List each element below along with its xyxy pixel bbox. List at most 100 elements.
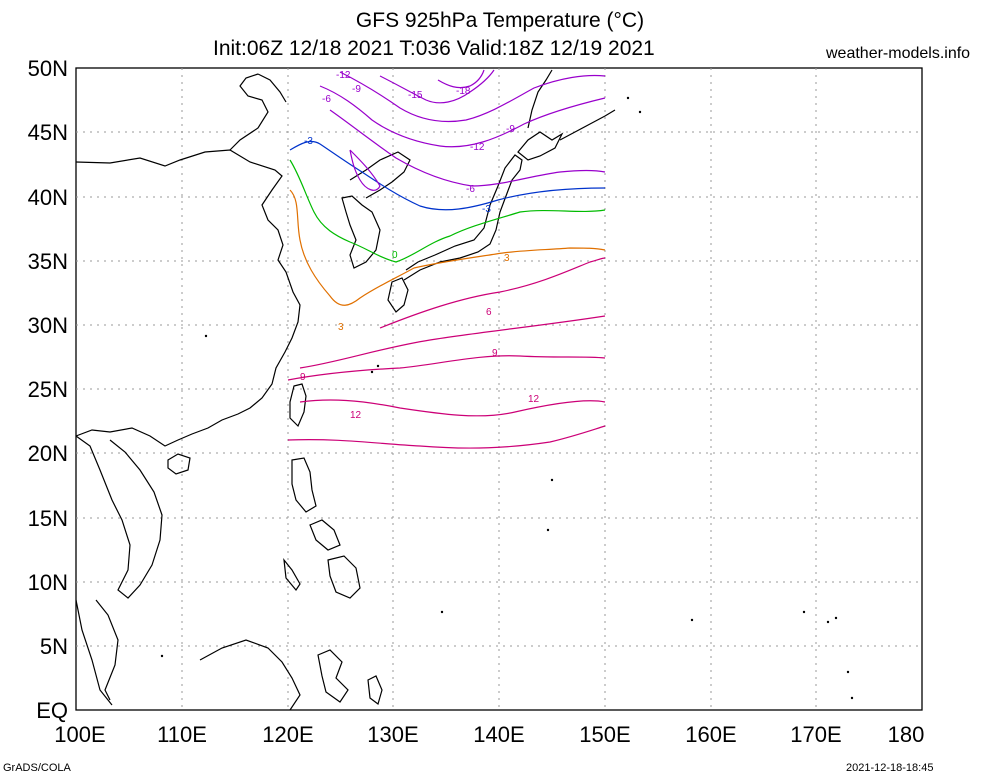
contour-minus15	[379, 69, 495, 104]
contour-label: 12	[528, 394, 540, 405]
lon-label-120e: 120E	[262, 722, 313, 747]
island-visayas	[309, 519, 341, 551]
island-luzon	[291, 457, 317, 513]
coast-bohai	[229, 73, 269, 151]
island-shikoku-honshu	[403, 154, 523, 281]
lon-label-150e: 150E	[579, 722, 630, 747]
contour-label: 6	[486, 307, 492, 318]
island-dot	[826, 620, 830, 624]
island-dot	[370, 370, 374, 374]
island-mindanao	[327, 555, 361, 599]
coast-malaya	[75, 599, 113, 706]
lon-label-170e: 170E	[790, 722, 841, 747]
contour-label: -3	[482, 204, 491, 215]
lat-label-35n: 35N	[28, 249, 68, 274]
island-hokkaido	[517, 131, 564, 161]
island-dot	[802, 610, 806, 614]
longitude-labels: 100E 110E 120E 130E 140E 150E 160E 170E …	[54, 722, 924, 747]
island-taiwan	[289, 383, 307, 428]
contour-label: -9	[352, 84, 361, 95]
small-islands	[160, 96, 854, 700]
contour-label: -12	[336, 70, 351, 81]
coast-gulf-thailand	[95, 599, 119, 701]
lon-label-160e: 160E	[685, 722, 736, 747]
island-dot	[160, 654, 164, 658]
lat-label-10n: 10N	[28, 570, 68, 595]
contour-3	[289, 189, 606, 306]
island-dot	[834, 616, 838, 620]
coast-manchuria	[257, 73, 287, 103]
island-dot	[204, 334, 208, 338]
footer-timestamp: 2021-12-18-18:45	[846, 762, 934, 774]
contour-label: 12	[350, 410, 362, 421]
map-subtitle: Init:06Z 12/18 2021 T:036 Valid:18Z 12/1…	[213, 37, 655, 60]
temperature-contours	[287, 69, 606, 449]
lat-label-40n: 40N	[28, 185, 68, 210]
contour-label: 9	[300, 372, 306, 383]
lat-label-45n: 45N	[28, 120, 68, 145]
island-hainan	[167, 453, 191, 475]
contour-0	[289, 159, 606, 263]
lat-label-50n: 50N	[28, 56, 68, 81]
contour-12-south	[287, 425, 606, 449]
lon-label-110e: 110E	[157, 722, 207, 747]
contour-minus6	[329, 109, 606, 187]
island-dot	[638, 110, 642, 114]
contour-label: 3	[504, 253, 510, 264]
coast-korea-north	[349, 151, 411, 199]
contour-minus18	[437, 69, 485, 89]
coastlines	[75, 69, 616, 711]
lat-label-5n: 5N	[40, 634, 68, 659]
contour-minus3	[289, 140, 606, 211]
coast-kurils	[559, 109, 616, 141]
contour-label: -6	[466, 184, 475, 195]
contour-label: 3	[338, 322, 344, 333]
contour-label: 9	[492, 348, 498, 359]
latitude-labels: EQ 5N 10N 15N 20N 25N 30N 35N 40N 45N 50…	[28, 56, 68, 723]
island-halmahera	[367, 675, 383, 706]
island-dot	[626, 96, 630, 100]
contour-label: 0	[392, 250, 398, 261]
map-title: GFS 925hPa Temperature (°C)	[355, 9, 645, 32]
island-dot	[440, 610, 444, 614]
coast-china-mainland	[75, 149, 301, 447]
coast-indochina	[75, 435, 163, 599]
island-sakhalin	[527, 69, 553, 129]
contour-label: -6	[322, 94, 331, 105]
contour-label: -9	[506, 124, 515, 135]
contour-12-north	[299, 399, 606, 417]
contour-label: -18	[456, 86, 471, 97]
lat-label-15n: 15N	[28, 506, 68, 531]
contour-label: -12	[470, 142, 485, 153]
lon-label-140e: 140E	[473, 722, 524, 747]
lat-label-25n: 25N	[28, 377, 68, 402]
island-kyushu	[387, 277, 409, 313]
lon-label-100e: 100E	[54, 722, 105, 747]
coast-korea	[341, 195, 381, 269]
island-sulawesi	[317, 649, 349, 703]
lat-label-eq: EQ	[36, 698, 68, 723]
island-borneo	[199, 639, 301, 711]
source-site: weather-models.info	[826, 45, 971, 62]
contour-9	[287, 355, 606, 381]
contour-minus12-korea	[349, 149, 381, 191]
contour-minus12	[339, 71, 606, 123]
island-dot	[690, 618, 694, 622]
island-dot	[850, 696, 854, 700]
contour-minus9	[319, 85, 606, 148]
island-palawan	[283, 558, 301, 592]
contour-6-south	[299, 315, 606, 369]
contour-label: -15	[408, 90, 423, 101]
contour-labels: 12 12 9 9 6 3 3 0 -3 -3 -6 -6 -9 -9 -12 …	[300, 70, 540, 421]
contour-label: -3	[304, 136, 313, 147]
contour-6	[379, 257, 606, 329]
island-dot	[376, 364, 380, 368]
island-dot	[546, 528, 550, 532]
lat-label-30n: 30N	[28, 313, 68, 338]
island-dot	[550, 478, 554, 482]
lon-label-180: 180	[888, 722, 925, 747]
footer-software: GrADS/COLA	[3, 762, 71, 774]
gridlines	[76, 68, 922, 710]
lat-label-20n: 20N	[28, 441, 68, 466]
